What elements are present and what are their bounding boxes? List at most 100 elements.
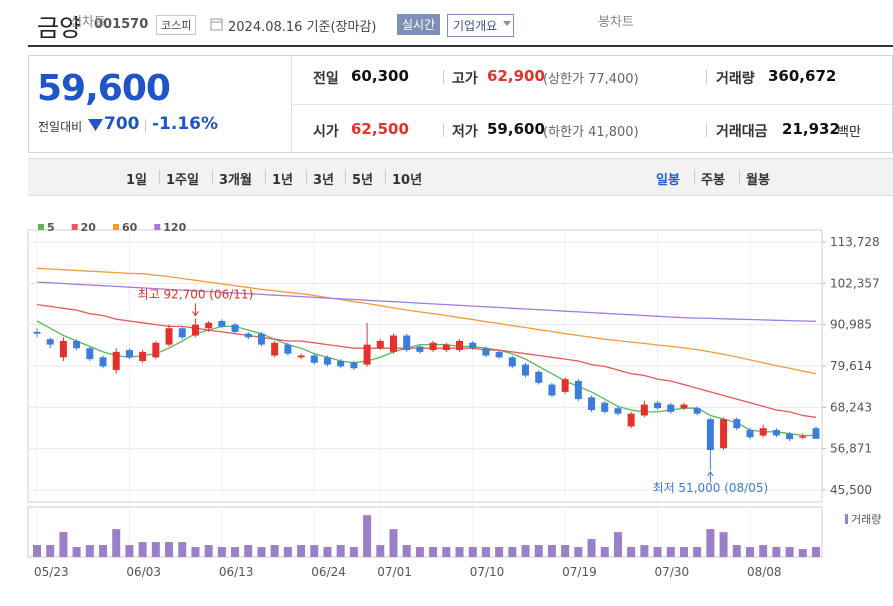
quote-value: 60,300	[351, 67, 409, 85]
volume-bar	[165, 542, 174, 557]
volume-bar	[798, 549, 807, 557]
legend-swatch	[71, 224, 78, 230]
quote-label: 거래대금	[716, 124, 768, 140]
candle-body	[654, 402, 662, 409]
separator	[694, 170, 695, 184]
volume-bar	[323, 547, 332, 557]
volume-bar	[217, 547, 226, 557]
ma-line	[36, 320, 816, 437]
tab[interactable]: 3년	[313, 173, 335, 188]
separator	[306, 170, 307, 184]
legend-swatch	[112, 224, 119, 230]
date: 2024.08.16 기준(장마감)	[228, 20, 377, 35]
volume-bar	[587, 539, 596, 557]
quote-value: 360,672	[768, 67, 837, 85]
volume-bar	[772, 547, 781, 557]
separator	[443, 123, 444, 137]
chart: 113,728 102,357 90,985 79,614 68,243 56,871 45…	[27, 221, 881, 579]
change: 700	[104, 114, 140, 134]
candle-body	[746, 430, 754, 438]
candle-body	[574, 380, 582, 400]
volume-bar	[270, 545, 279, 557]
volume-swatch	[845, 514, 848, 524]
candle-body	[389, 335, 397, 352]
candle-body	[323, 357, 331, 365]
volume-bar	[508, 547, 517, 557]
candle-body	[482, 348, 490, 356]
candle-body	[772, 430, 780, 436]
candle-body	[522, 364, 530, 376]
candle-body	[178, 328, 186, 338]
x-tick-label: 06/03	[126, 565, 161, 579]
y-tick-label: 90,985	[830, 318, 872, 332]
candle-body	[535, 371, 543, 383]
quote-label: 시가	[313, 124, 339, 140]
quote-label: 거래량	[716, 71, 755, 87]
volume-bar	[719, 532, 728, 557]
candle-body	[759, 428, 767, 436]
volume-bar	[600, 547, 609, 557]
tab[interactable]: 5년	[352, 173, 374, 188]
candle-body	[495, 351, 503, 358]
volume-bar	[402, 545, 411, 557]
tab[interactable]: 일봉	[656, 173, 680, 188]
candle-body	[561, 379, 569, 392]
tab[interactable]: 1년	[272, 173, 294, 188]
volume-bar	[613, 532, 622, 557]
candle-body	[442, 344, 450, 351]
tab-bar	[28, 158, 893, 196]
separator	[385, 170, 386, 184]
candle-body	[112, 351, 120, 371]
realtime-button[interactable]: 실시간	[397, 14, 441, 35]
candle-body	[310, 355, 318, 363]
x-tick-label: 06/24	[311, 565, 346, 579]
candle-body	[284, 344, 292, 354]
header-rule	[28, 45, 893, 47]
tab[interactable]: 10년	[392, 173, 423, 188]
tab[interactable]: 월봉	[746, 173, 770, 188]
volume-bar	[574, 547, 583, 557]
volume-bar	[59, 532, 68, 557]
divider	[291, 56, 292, 152]
volume-bar	[759, 545, 768, 557]
volume-bar	[547, 545, 556, 557]
volume-bar	[521, 545, 530, 557]
candle-body	[720, 419, 728, 449]
volume-bar	[561, 545, 570, 557]
candle-body	[508, 357, 516, 367]
y-tick-label: 102,357	[830, 276, 880, 290]
tab[interactable]: 1일	[126, 173, 148, 188]
candle-body	[706, 419, 714, 451]
candle-body	[429, 342, 437, 351]
y-tick-label: 113,728	[830, 235, 880, 249]
candle-body	[205, 322, 213, 329]
separator	[706, 123, 707, 137]
x-tick-label: 07/30	[655, 565, 690, 579]
tab[interactable]: 3개월	[219, 173, 252, 188]
candle-body	[86, 348, 94, 360]
volume-bar	[679, 547, 688, 557]
candle-body	[680, 404, 688, 409]
low-annotation: 최저 51,000 (08/05)	[653, 481, 769, 495]
candle-body	[799, 436, 807, 438]
legend-swatch	[154, 224, 161, 230]
x-tick-label: 05/23	[34, 565, 69, 579]
calendar-icon	[210, 18, 223, 31]
tab[interactable]: 주봉	[701, 173, 725, 188]
tab[interactable]: 1주일	[166, 173, 199, 188]
x-tick-label: 07/19	[562, 565, 597, 579]
volume-bar	[257, 547, 266, 557]
candle-body	[99, 357, 107, 367]
volume-bar	[627, 547, 636, 557]
candle-body	[350, 362, 358, 369]
ma-line	[36, 303, 817, 418]
y-tick-label: 79,614	[830, 359, 872, 373]
volume-label: 거래량	[851, 513, 881, 526]
volume-bar	[389, 529, 398, 557]
dropdown-arrow	[503, 21, 511, 26]
candle-body	[786, 433, 794, 440]
candle-body	[456, 340, 464, 351]
company-dropdown[interactable]: 기업개요	[447, 14, 515, 37]
candle-body	[125, 350, 133, 358]
volume-bar	[33, 545, 41, 557]
